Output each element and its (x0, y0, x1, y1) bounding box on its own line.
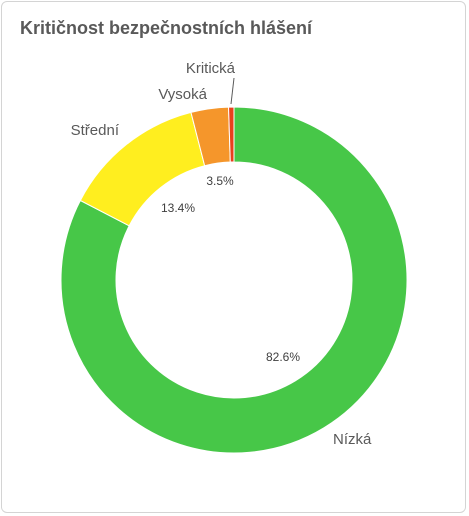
category-label-0: Nízká (333, 431, 372, 448)
chart-title: Kritičnost bezpečnostních hlášení (20, 18, 313, 38)
value-label-0: 82.6% (266, 350, 300, 364)
leader-line-3 (230, 77, 235, 105)
category-label-3: Kritická (186, 60, 236, 77)
value-label-1: 13.4% (161, 201, 195, 215)
category-label-1: Střední (71, 122, 120, 139)
slice-3[interactable] (228, 106, 235, 163)
value-label-2: 3.5% (206, 174, 234, 188)
category-label-2: Vysoká (158, 86, 207, 103)
slice-0[interactable] (60, 106, 408, 454)
